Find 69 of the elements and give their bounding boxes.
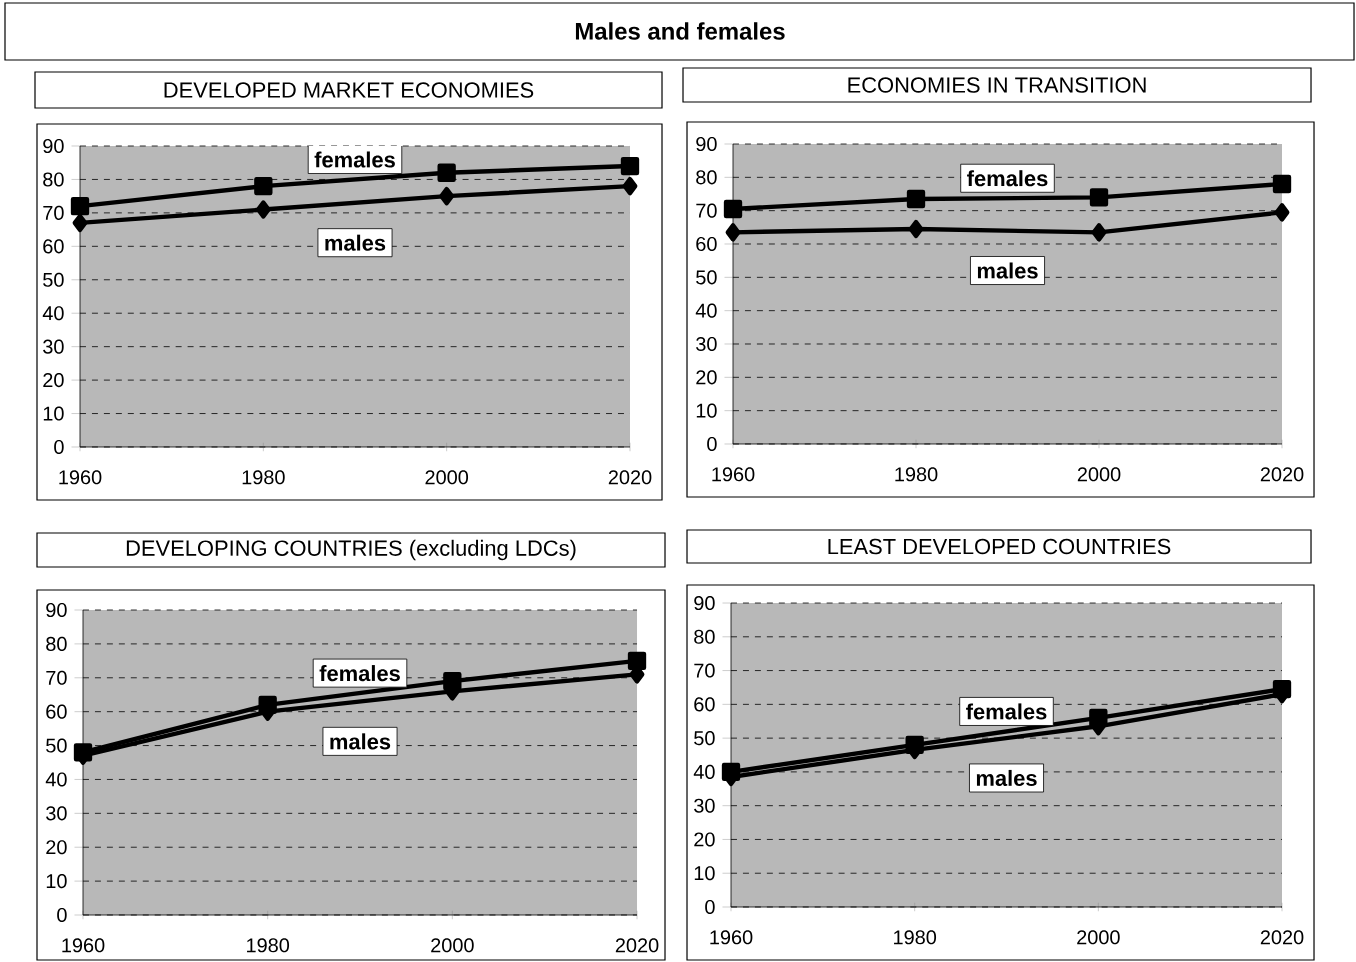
series-label: males (977, 262, 1038, 279)
y-tick-label: 0 (707, 436, 717, 452)
y-tick-label: 60 (694, 697, 715, 712)
x-tick-label: 1980 (247, 938, 290, 953)
y-tick-label: 30 (696, 336, 717, 352)
x-tick-label: 1960 (712, 467, 755, 482)
x-tick-label: 2020 (608, 470, 652, 485)
y-tick-label: 70 (696, 203, 717, 218)
y-tick-label: 0 (705, 899, 715, 915)
y-tick-label: 60 (696, 236, 717, 252)
y-tick-label: 70 (43, 205, 64, 220)
y-tick-label: 50 (43, 272, 64, 287)
y-tick-label: 30 (46, 806, 67, 821)
y-tick-label: 20 (43, 373, 64, 388)
y-tick-label: 90 (43, 138, 64, 154)
y-tick-label: 20 (696, 370, 717, 385)
x-tick-label: 1980 (895, 467, 938, 482)
y-tick-label: 80 (694, 629, 715, 644)
y-tick-label: 70 (694, 663, 715, 678)
y-tick-label: 40 (693, 764, 715, 779)
y-tick-label: 20 (694, 832, 715, 847)
y-tick-label: 80 (46, 636, 67, 651)
text: Males and females (575, 22, 785, 40)
y-tick-label: 20 (46, 840, 67, 855)
x-tick-label: 2020 (615, 938, 659, 953)
x-tick-label: 2000 (425, 470, 469, 485)
x-tick-label: 2000 (1077, 467, 1121, 482)
y-tick-label: 90 (696, 136, 717, 152)
y-tick-label: 10 (694, 866, 715, 881)
y-tick-label: 40 (695, 303, 717, 318)
y-tick-label: 60 (43, 239, 64, 254)
series-label: males (325, 234, 386, 251)
y-tick-label: 80 (696, 170, 717, 185)
y-tick-label: 10 (43, 406, 64, 421)
y-tick-label: 50 (696, 270, 717, 285)
y-tick-label: 10 (46, 874, 67, 889)
series-label: females (966, 703, 1047, 720)
y-tick-label: 30 (43, 339, 64, 354)
series-label: males (976, 769, 1037, 787)
y-tick-label: 30 (694, 798, 715, 813)
y-tick-label: 40 (42, 306, 64, 321)
series-label: females (319, 665, 400, 682)
y-tick-label: 0 (57, 907, 67, 923)
series-label: males (330, 733, 391, 750)
x-tick-label: 1980 (242, 470, 285, 485)
y-tick-label: 60 (46, 704, 67, 719)
y-tick-label: 80 (43, 172, 64, 187)
series-label: females (314, 151, 395, 168)
y-tick-label: 40 (45, 772, 67, 787)
y-tick-label: 90 (694, 595, 715, 611)
x-tick-label: 2020 (1260, 467, 1304, 482)
y-tick-label: 10 (696, 403, 717, 418)
x-tick-label: 1980 (894, 930, 937, 945)
x-tick-label: 1960 (710, 930, 753, 945)
y-tick-label: 0 (54, 439, 64, 455)
chart-title: DEVELOPING COUNTRIES (excluding LDCs) (126, 539, 576, 561)
x-tick-label: 2020 (1260, 930, 1304, 945)
x-tick-label: 2000 (431, 938, 474, 953)
x-tick-label: 2000 (1077, 930, 1120, 945)
chart-title: DEVELOPED MARKET ECONOMIES (164, 82, 534, 98)
chart-title: ECONOMIES IN TRANSITION (848, 77, 1146, 93)
chart-title: LEAST DEVELOPED COUNTRIES (828, 538, 1171, 555)
series-label: females (967, 170, 1048, 187)
y-tick-label: 50 (46, 738, 67, 753)
y-tick-label: 50 (694, 731, 715, 746)
x-tick-label: 1960 (59, 470, 102, 485)
y-tick-label: 70 (46, 670, 67, 685)
x-tick-label: 1960 (62, 938, 105, 953)
y-tick-label: 90 (46, 602, 67, 618)
